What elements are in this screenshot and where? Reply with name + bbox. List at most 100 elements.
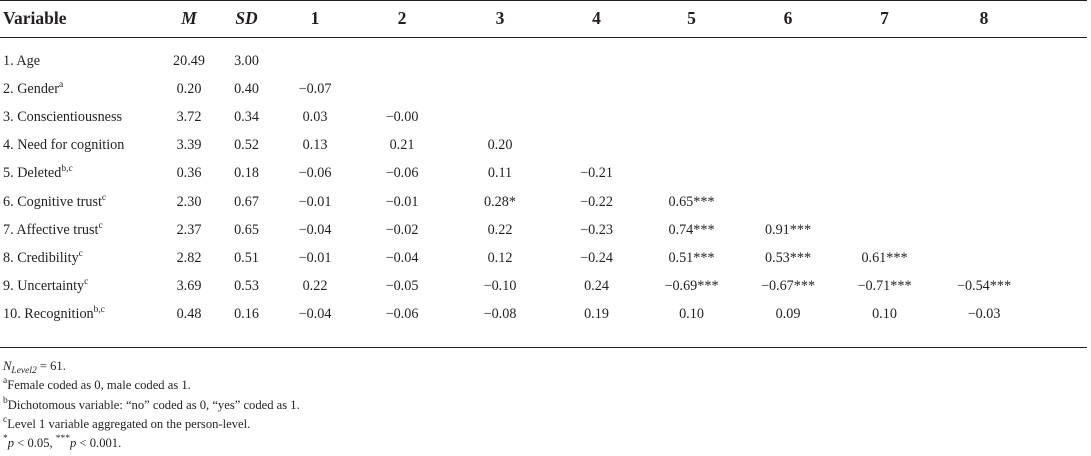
header-row: Variable M SD 1 2 3 4 5 6 7 8 9 [0, 0, 1091, 37]
row-mean-cell: 0.36 [176, 165, 202, 182]
row-correlation-cell-8: −0.54*** [956, 278, 1012, 295]
row-mean-cell: 2.82 [176, 249, 202, 266]
note-b: bDichotomous variable: “no” coded as 0, … [3, 396, 300, 415]
row-mean-cell: 2.30 [176, 193, 202, 210]
row-correlation-cell-3: 0.22 [487, 221, 513, 238]
header-col-2: 2 [397, 8, 407, 28]
header-mean: M [181, 8, 197, 28]
row-correlation-cell-4: −0.21 [580, 165, 613, 182]
note-sig-p-1: p [7, 436, 15, 451]
row-correlation-cell-8 [932, 244, 1036, 272]
row-sd-cell: 0.16 [234, 306, 259, 323]
row-variable-footnote-mark: c [84, 277, 89, 288]
row-correlation-cell-4: 0.19 [584, 306, 609, 323]
row-correlation-cell-3: 0.28* [484, 193, 516, 210]
table-row: 6. Cognitive trustc 2.30 0.67 −0.01 −0.01 0.2… [0, 188, 1091, 216]
note-b-text: Dichotomous variable: “no” coded as 0, “… [7, 397, 300, 412]
row-correlation-cell-4 [549, 103, 644, 131]
row-correlation-cell-6: −0.67*** [760, 278, 816, 295]
header-col-8: 8 [979, 8, 989, 28]
row-correlation-cell-7 [837, 216, 932, 244]
row-correlation-cell-3: 0.11 [487, 165, 513, 182]
row-correlation-cell-5: 0.74*** [668, 221, 715, 238]
row-correlation-cell-7 [837, 75, 932, 103]
row-mean-cell: 0.20 [176, 80, 202, 97]
row-correlation-cell-2: −0.04 [385, 249, 419, 266]
note-sig-mark-2: *** [55, 434, 71, 445]
note-sig-text-1: < 0.05, [14, 436, 56, 451]
row-correlation-cell-8 [932, 188, 1036, 216]
row-correlation-cell-3 [451, 47, 549, 75]
table-top-rule [0, 0, 1087, 1]
table-row: 7. Affective trustc 2.37 0.65 −0.04 −0.02 0.2… [0, 216, 1091, 244]
row-correlation-cell-2: −0.06 [385, 306, 419, 323]
row-sd-cell: 0.18 [234, 165, 259, 182]
row-sd-cell: 0.34 [234, 108, 259, 125]
row-variable-label: 9. Uncertainty [3, 278, 85, 295]
row-correlation-cell-7 [837, 103, 932, 131]
row-correlation-cell-5: 0.65*** [668, 193, 715, 210]
note-n-value: = 61. [36, 359, 66, 373]
table-bottom-rule [0, 347, 1087, 348]
row-sd-cell: 0.51 [234, 249, 259, 266]
note-a-text: Female coded as 0, male coded as 1. [7, 378, 191, 393]
row-correlation-cell-4 [549, 132, 644, 160]
row-correlation-cell-2 [353, 75, 451, 103]
row-correlation-cell-6 [739, 188, 837, 216]
row-variable-footnote-mark: a [58, 79, 64, 90]
table-row: 10. Recognitionb,c 0.48 0.16 −0.04 −0.06 −0.0… [0, 301, 1091, 329]
row-correlation-cell-7 [837, 160, 932, 188]
row-correlation-cell-9 [1036, 132, 1091, 160]
table-row: 4. Need for cognition 3.39 0.52 0.13 0.21 0.2… [0, 132, 1091, 160]
row-variable-cell: 4. Need for cognition [0, 132, 162, 160]
row-correlation-cell-1: −0.04 [298, 221, 332, 238]
row-correlation-cell-5 [644, 132, 739, 160]
row-correlation-cell-8 [932, 103, 1036, 131]
row-correlation-cell-2: −0.01 [385, 193, 419, 210]
row-variable-label: 7. Affective trust [3, 221, 99, 238]
row-correlation-cell-4 [549, 75, 644, 103]
row-correlation-cell-9 [1036, 188, 1091, 216]
row-correlation-cell-4: −0.24 [580, 249, 613, 266]
row-correlation-cell-2: 0.21 [389, 137, 415, 154]
row-correlation-cell-5 [644, 103, 739, 131]
row-correlation-cell-5 [644, 160, 739, 188]
row-correlation-cell-4: −0.23 [580, 221, 613, 238]
table-row: 8. Credibilityc 2.82 0.51 −0.01 −0.04 0.12 −0.… [0, 244, 1091, 272]
row-correlation-cell-3: 0.12 [487, 249, 513, 266]
note-c-text: Level 1 variable aggregated on the perso… [7, 416, 251, 431]
row-correlation-cell-9 [1036, 244, 1091, 272]
row-mean-cell: 20.49 [173, 52, 205, 69]
row-correlation-cell-9 [1036, 160, 1091, 188]
row-correlation-cell-5 [644, 75, 739, 103]
row-variable-cell: 2. Gendera [0, 75, 162, 103]
row-variable-cell: 7. Affective trustc [0, 216, 162, 244]
row-correlation-cell-4: −0.22 [580, 193, 613, 210]
row-variable-cell: 9. Uncertaintyc [0, 273, 162, 301]
row-correlation-cell-1: 0.03 [302, 108, 328, 125]
row-correlation-cell-1: −0.01 [298, 193, 332, 210]
row-correlation-cell-7: 0.10 [872, 306, 897, 323]
row-correlation-cell-1: −0.04 [298, 306, 332, 323]
row-variable-footnote-mark: b,c [93, 305, 105, 316]
row-correlation-cell-3: −0.10 [483, 278, 517, 295]
row-correlation-cell-2: −0.02 [385, 221, 419, 238]
row-correlation-cell-5: 0.10 [679, 306, 704, 323]
table-row: 1. Age 20.49 3.00 [0, 47, 1091, 75]
row-correlation-cell-9 [1036, 216, 1091, 244]
table-row: 2. Gendera 0.20 0.40 −0.07 [0, 75, 1091, 103]
row-correlation-cell-6 [739, 160, 837, 188]
descriptives-correlation-table: Variable M SD 1 2 3 4 5 6 7 8 9 1. Age20… [0, 0, 1091, 329]
row-correlation-cell-8: −0.03 [967, 306, 1001, 323]
row-correlation-cell-8 [932, 47, 1036, 75]
row-sd-cell: 0.67 [234, 193, 259, 210]
row-variable-label: 2. Gender [3, 80, 59, 97]
row-correlation-cell-9 [1036, 103, 1091, 131]
row-variable-cell: 3. Conscientiousness [0, 103, 162, 131]
row-variable-footnote-mark: c [78, 248, 83, 259]
row-variable-footnote-mark: c [101, 192, 107, 203]
header-col-3: 3 [495, 8, 505, 28]
row-correlation-cell-1 [277, 47, 353, 75]
row-correlation-cell-2: −0.00 [385, 108, 419, 125]
